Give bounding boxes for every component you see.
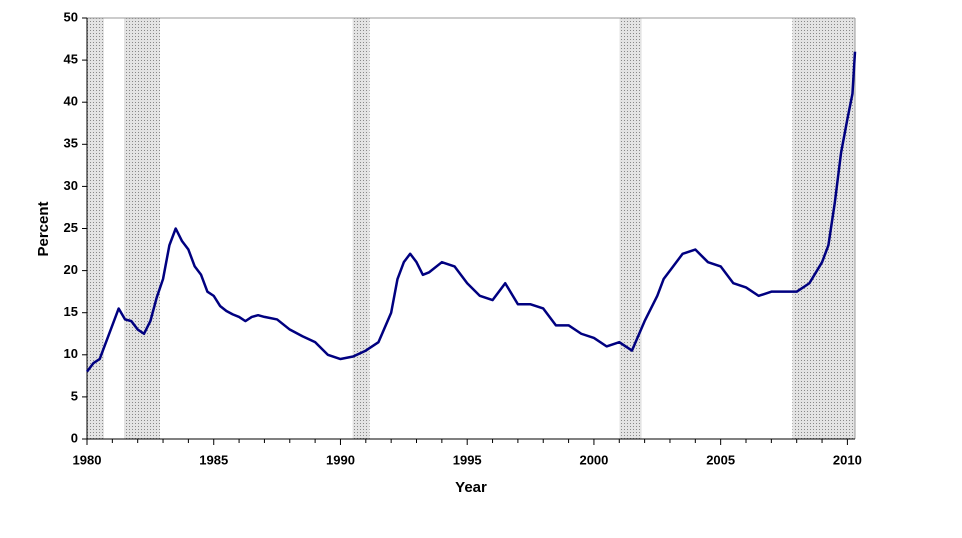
y-tick-label: 20	[64, 262, 78, 277]
recession-shade-dots	[124, 18, 160, 439]
y-tick-label: 5	[71, 388, 78, 403]
y-tick-label: 10	[64, 346, 78, 361]
x-tick-label: 1995	[453, 452, 482, 467]
recession-shade-dots	[87, 18, 104, 439]
y-tick-label: 25	[64, 220, 78, 235]
y-tick-label: 15	[64, 304, 78, 319]
x-tick-label: 1990	[326, 452, 355, 467]
recession-shade-dots	[619, 18, 642, 439]
x-tick-label: 1985	[199, 452, 228, 467]
y-tick-label: 0	[71, 430, 78, 445]
y-tick-label: 45	[64, 52, 78, 67]
x-tick-label: 2010	[833, 452, 862, 467]
x-tick-label: 1980	[73, 452, 102, 467]
data-line	[86, 51, 857, 373]
recession-shade-dots	[352, 18, 370, 439]
y-axis-title: Percent	[35, 201, 52, 256]
y-tick-label: 40	[64, 94, 78, 109]
recession-shade-dots	[792, 18, 855, 439]
y-tick-label: 50	[64, 9, 78, 24]
x-tick-label: 2005	[706, 452, 735, 467]
x-tick-label: 2000	[579, 452, 608, 467]
x-axis-title: Year	[455, 479, 487, 496]
y-tick-label: 30	[64, 178, 78, 193]
y-tick-label: 35	[64, 136, 78, 151]
